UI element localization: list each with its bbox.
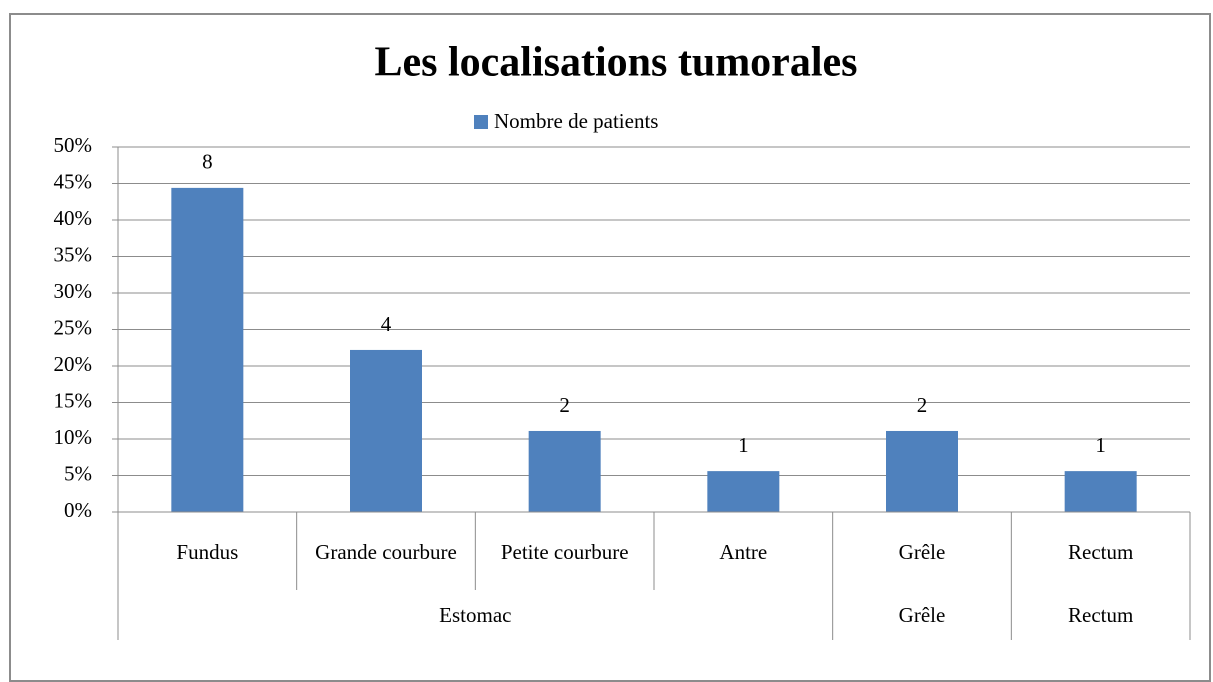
- x-tick-label: Fundus: [176, 540, 238, 564]
- data-label: 2: [917, 393, 928, 417]
- legend-swatch: [474, 115, 488, 129]
- bar: [707, 471, 780, 512]
- x-tick-label: Grêle: [899, 540, 946, 564]
- bar: [528, 430, 601, 512]
- x-tick-label: Antre: [719, 540, 767, 564]
- y-tick-label: 30%: [54, 279, 93, 303]
- data-label: 1: [738, 433, 749, 457]
- y-tick-label: 5%: [64, 461, 92, 485]
- data-label: 1: [1095, 433, 1106, 457]
- x-tick-label: Petite courbure: [501, 540, 629, 564]
- group-label: Rectum: [1068, 603, 1133, 627]
- y-tick-label: 0%: [64, 498, 92, 522]
- bar: [171, 187, 244, 512]
- y-tick-label: 25%: [54, 315, 93, 339]
- y-tick-label: 45%: [54, 169, 93, 193]
- bar: [886, 430, 958, 512]
- data-label: 4: [381, 312, 392, 336]
- data-label: 8: [202, 150, 213, 174]
- legend-label: Nombre de patients: [494, 109, 658, 133]
- y-tick-label: 50%: [54, 133, 93, 157]
- x-tick-label: Grande courbure: [315, 540, 457, 564]
- chart-title: Les localisations tumorales: [375, 40, 858, 86]
- bar: [1064, 471, 1137, 512]
- y-tick-label: 10%: [54, 425, 93, 449]
- y-tick-label: 20%: [54, 352, 93, 376]
- bar: [350, 349, 422, 512]
- group-label: Estomac: [439, 603, 511, 627]
- x-tick-label: Rectum: [1068, 540, 1133, 564]
- data-label: 2: [559, 393, 570, 417]
- group-label: Grêle: [899, 603, 946, 627]
- y-tick-label: 35%: [54, 242, 93, 266]
- y-tick-label: 40%: [54, 206, 93, 230]
- y-tick-label: 15%: [54, 388, 93, 412]
